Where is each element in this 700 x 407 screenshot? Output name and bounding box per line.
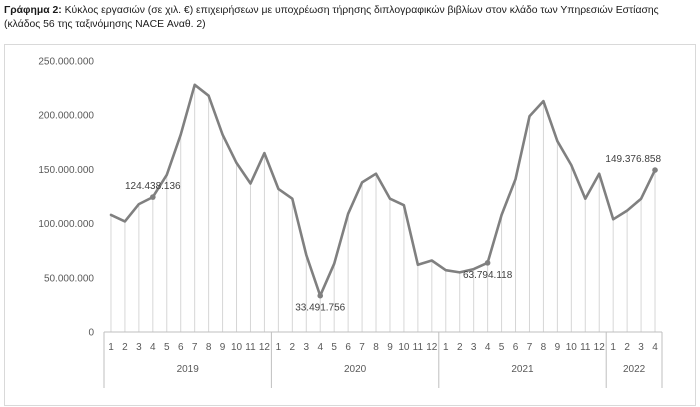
y-tick-label: 150.000.000 [38,165,94,176]
x-tick-label: 4 [150,342,156,353]
x-tick-label: 3 [303,342,309,353]
y-axis-labels: 0 50.000.000 100.000.000 150.000.000 200.000… [38,57,94,339]
year-label: 2021 [511,364,534,375]
x-tick-label: 6 [345,342,351,353]
y-tick-label: 100.000.000 [38,219,94,230]
x-tick-label: 10 [398,342,410,353]
caption-prefix: Γράφημα 2: [4,5,62,16]
x-tick-label: 8 [206,342,212,353]
x-tick-label: 4 [485,342,491,353]
x-tick-label: 2 [122,342,128,353]
x-tick-label: 1 [610,342,616,353]
x-tick-label: 5 [164,342,170,353]
x-tick-label: 7 [527,342,533,353]
data-marker [484,260,491,266]
x-tick-label: 8 [541,342,547,353]
x-tick-label: 5 [499,342,505,353]
x-tick-label: 7 [192,342,198,353]
x-tick-label: 3 [136,342,142,353]
x-tick-label: 12 [594,342,606,353]
x-tick-label: 4 [652,342,658,353]
x-tick-label: 3 [638,342,644,353]
x-tick-label: 2 [624,342,630,353]
x-tick-label: 1 [443,342,449,353]
x-tick-label: 10 [231,342,243,353]
x-tick-label: 11 [580,342,591,353]
drop-lines [110,84,656,332]
data-marker [652,167,658,173]
x-axis: 1 2 3 4 5 6 7 8 9 10 11 12 1 2 3 4 5 6 7 8 9 10 11 12 1 2 3 4 5 6 7 8 9 1… [103,331,663,388]
chart-frame [4,44,696,406]
x-tick-label: 3 [471,342,477,353]
x-tick-label: 2 [457,342,463,353]
x-tick-label: 9 [220,342,226,353]
x-tick-label: 12 [426,342,438,353]
year-label: 2022 [623,364,646,375]
year-label: 2019 [177,364,200,375]
x-tick-label: 8 [373,342,379,353]
data-markers [150,167,658,299]
x-tick-label: 6 [178,342,184,353]
data-label: 124.438.136 [125,181,181,192]
caption-text: Κύκλος εργασιών (σε χιλ. €) επιχειρήσεων… [4,5,659,30]
y-tick-label: 250.000.000 [38,57,94,68]
x-tick-label: 11 [413,342,424,353]
x-tick-label: 6 [513,342,519,353]
x-tick-label: 12 [259,342,271,353]
series-line [109,83,657,297]
data-labels: 124.438.136 33.491.756 63.794.118 149.376.8… [125,154,661,314]
x-tick-label: 1 [108,342,114,353]
x-tick-label: 7 [359,342,365,353]
chart-caption: Γράφημα 2: Κύκλος εργασιών (σε χιλ. €) ε… [4,4,696,32]
data-label: 33.491.756 [295,303,345,314]
x-tick-label: 11 [245,342,256,353]
y-tick-label: 0 [88,328,94,339]
year-label: 2020 [344,364,367,375]
y-tick-label: 50.000.000 [44,273,94,284]
data-label: 63.794.118 [463,270,513,281]
x-tick-label: 1 [276,342,282,353]
x-tick-label: 5 [331,342,337,353]
x-tick-label: 4 [317,342,323,353]
x-tick-label: 9 [555,342,561,353]
data-marker [317,292,324,299]
data-label: 149.376.858 [605,154,661,165]
x-tick-label: 9 [387,342,393,353]
x-tick-label: 2 [290,342,296,353]
data-marker [150,194,156,200]
y-tick-label: 200.000.000 [38,111,94,122]
x-tick-label: 10 [566,342,578,353]
